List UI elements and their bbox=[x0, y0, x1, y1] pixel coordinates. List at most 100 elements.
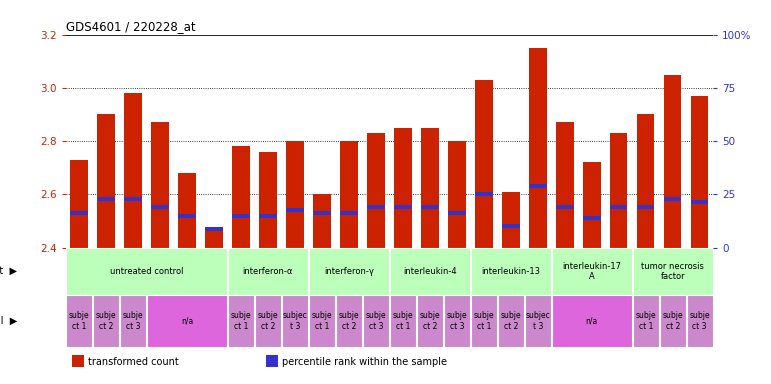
Bar bbox=[448, 211, 466, 215]
Text: subjec
t 3: subjec t 3 bbox=[525, 311, 550, 331]
Bar bbox=[232, 214, 250, 217]
Bar bbox=[72, 355, 84, 367]
Bar bbox=[66, 295, 92, 347]
Text: subje
ct 1: subje ct 1 bbox=[473, 311, 494, 331]
Text: n/a: n/a bbox=[181, 316, 193, 326]
Bar bbox=[610, 133, 628, 248]
Bar bbox=[610, 205, 628, 209]
Bar bbox=[498, 295, 524, 347]
Bar bbox=[390, 248, 470, 295]
Bar bbox=[228, 295, 254, 347]
Bar bbox=[70, 211, 88, 215]
Text: interferon-α: interferon-α bbox=[243, 267, 293, 276]
Bar bbox=[421, 205, 439, 209]
Bar bbox=[421, 128, 439, 248]
Bar bbox=[367, 133, 385, 248]
Text: interleukin-13: interleukin-13 bbox=[481, 267, 540, 276]
Text: subje
ct 2: subje ct 2 bbox=[338, 311, 359, 331]
Bar bbox=[664, 197, 682, 201]
Bar bbox=[205, 227, 223, 231]
Text: subje
ct 1: subje ct 1 bbox=[392, 311, 413, 331]
Bar bbox=[313, 211, 331, 215]
Bar bbox=[66, 248, 227, 295]
Bar bbox=[390, 295, 416, 347]
Bar bbox=[266, 355, 278, 367]
Bar bbox=[340, 211, 358, 215]
Text: subje
ct 2: subje ct 2 bbox=[96, 311, 116, 331]
Bar bbox=[583, 162, 601, 248]
Bar bbox=[502, 224, 520, 228]
Bar bbox=[286, 141, 304, 248]
Text: untreated control: untreated control bbox=[109, 267, 183, 276]
Text: subje
ct 1: subje ct 1 bbox=[231, 311, 251, 331]
Bar bbox=[529, 48, 547, 248]
Bar bbox=[363, 295, 389, 347]
Bar bbox=[124, 93, 142, 248]
Text: subje
ct 3: subje ct 3 bbox=[689, 311, 710, 331]
Bar bbox=[687, 295, 712, 347]
Bar bbox=[633, 295, 658, 347]
Bar bbox=[637, 114, 655, 248]
Text: interleukin-17
A: interleukin-17 A bbox=[562, 262, 621, 281]
Text: subje
ct 3: subje ct 3 bbox=[446, 311, 467, 331]
Bar bbox=[97, 197, 115, 201]
Text: transformed count: transformed count bbox=[88, 357, 179, 367]
Bar bbox=[471, 295, 497, 347]
Bar bbox=[394, 205, 412, 209]
Bar bbox=[448, 141, 466, 248]
Bar bbox=[502, 192, 520, 248]
Bar bbox=[394, 128, 412, 248]
Bar bbox=[97, 114, 115, 248]
Text: percentile rank within the sample: percentile rank within the sample bbox=[282, 357, 447, 367]
Bar bbox=[556, 205, 574, 209]
Bar bbox=[529, 184, 547, 188]
Bar bbox=[633, 248, 712, 295]
Text: interferon-γ: interferon-γ bbox=[324, 267, 374, 276]
Text: interleukin-4: interleukin-4 bbox=[403, 267, 456, 276]
Text: subjec
t 3: subjec t 3 bbox=[282, 311, 308, 331]
Bar bbox=[660, 295, 685, 347]
Bar bbox=[124, 197, 142, 201]
Bar bbox=[691, 200, 709, 204]
Bar bbox=[259, 152, 277, 248]
Bar bbox=[664, 74, 682, 248]
Bar bbox=[637, 205, 655, 209]
Text: subje
ct 2: subje ct 2 bbox=[258, 311, 278, 331]
Bar bbox=[259, 214, 277, 217]
Bar bbox=[475, 80, 493, 248]
Bar bbox=[313, 194, 331, 248]
Text: n/a: n/a bbox=[586, 316, 598, 326]
Bar bbox=[178, 173, 196, 248]
Bar bbox=[255, 295, 281, 347]
Text: subje
ct 1: subje ct 1 bbox=[635, 311, 656, 331]
Bar bbox=[583, 217, 601, 220]
Bar bbox=[232, 146, 250, 248]
Bar bbox=[205, 229, 223, 248]
Bar bbox=[282, 295, 308, 347]
Text: subje
ct 1: subje ct 1 bbox=[69, 311, 89, 331]
Bar bbox=[525, 295, 550, 347]
Text: subje
ct 1: subje ct 1 bbox=[311, 311, 332, 331]
Text: subje
ct 3: subje ct 3 bbox=[123, 311, 143, 331]
Bar bbox=[336, 295, 362, 347]
Bar bbox=[691, 96, 709, 248]
Text: individual  ▶: individual ▶ bbox=[0, 316, 17, 326]
Bar bbox=[228, 248, 308, 295]
Bar bbox=[552, 248, 631, 295]
Bar bbox=[147, 295, 227, 347]
Bar bbox=[151, 205, 169, 209]
Text: subje
ct 2: subje ct 2 bbox=[662, 311, 683, 331]
Bar bbox=[286, 208, 304, 212]
Bar bbox=[340, 141, 358, 248]
Text: GDS4601 / 220228_at: GDS4601 / 220228_at bbox=[66, 20, 195, 33]
Bar bbox=[556, 122, 574, 248]
Bar bbox=[367, 205, 385, 209]
Bar bbox=[552, 295, 631, 347]
Bar bbox=[417, 295, 443, 347]
Bar bbox=[475, 192, 493, 196]
Bar bbox=[178, 214, 196, 217]
Bar bbox=[471, 248, 550, 295]
Text: agent  ▶: agent ▶ bbox=[0, 266, 17, 276]
Text: subje
ct 3: subje ct 3 bbox=[365, 311, 386, 331]
Bar bbox=[93, 295, 119, 347]
